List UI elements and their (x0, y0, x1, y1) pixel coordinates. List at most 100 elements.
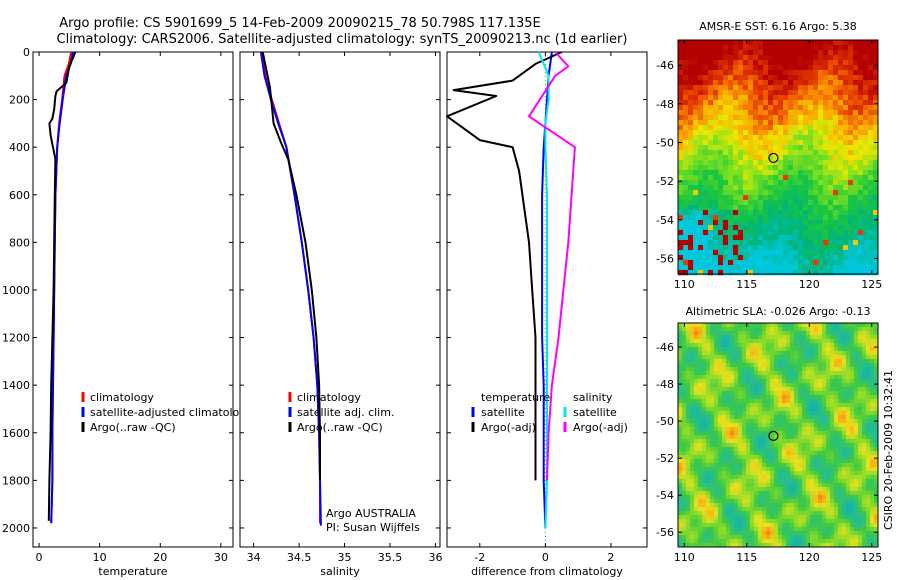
sst-cell (748, 130, 754, 136)
sst-cell (758, 40, 764, 46)
sla-cell (786, 431, 791, 436)
sla-cell (854, 463, 859, 468)
sla-cell (774, 359, 779, 364)
sla-cell (786, 379, 791, 384)
sst-cell (713, 270, 719, 276)
sst-cell (838, 145, 844, 151)
difference-series-line (528, 51, 576, 481)
sla-cell (870, 535, 875, 540)
sst-cell (768, 95, 774, 101)
sst-cell (678, 215, 684, 221)
sla-cell (750, 367, 755, 372)
sla-cell (710, 399, 715, 404)
sla-cell (846, 487, 851, 492)
sla-cell (802, 355, 807, 360)
sla-cell (682, 411, 687, 416)
sst-cell (678, 70, 684, 76)
sla-cell (698, 367, 703, 372)
sla-cell (866, 495, 871, 500)
sla-cell (798, 503, 803, 508)
sst-cell (693, 175, 699, 181)
sla-cell (826, 507, 831, 512)
sst-cell (773, 205, 779, 211)
sst-cell (863, 185, 869, 191)
sla-cell (742, 431, 747, 436)
sla-cell (826, 475, 831, 480)
sla-cell (802, 367, 807, 372)
sst-cell (798, 225, 804, 231)
sla-cell (830, 479, 835, 484)
sst-cell (728, 215, 734, 221)
sla-cell (826, 427, 831, 432)
sla-cell (802, 543, 807, 548)
sla-cell (774, 451, 779, 456)
sst-cell (808, 100, 814, 106)
sla-cell (786, 355, 791, 360)
sla-cell (834, 327, 839, 332)
sla-cell (702, 379, 707, 384)
sst-cell (748, 205, 754, 211)
sla-cell (874, 455, 879, 460)
sla-cell (846, 375, 851, 380)
sla-cell (698, 507, 703, 512)
sst-cell (813, 140, 819, 146)
sla-cell (790, 323, 795, 328)
sla-cell (714, 467, 719, 472)
sla-cell (722, 535, 727, 540)
sla-cell (842, 443, 847, 448)
sst-cell (818, 95, 824, 101)
sst-cell (823, 135, 829, 141)
sla-cell (782, 523, 787, 528)
sla-cell (726, 471, 731, 476)
sst-cell (698, 255, 704, 261)
sla-cell (678, 343, 683, 348)
sla-cell (870, 351, 875, 356)
sla-cell (734, 351, 739, 356)
sst-cell (858, 50, 864, 56)
sst-cell (753, 185, 759, 191)
sst-cell (838, 265, 844, 271)
sst-cell (728, 270, 734, 276)
sla-cell (826, 327, 831, 332)
sla-cell (722, 347, 727, 352)
sla-cell (850, 519, 855, 524)
sla-cell (778, 491, 783, 496)
sla-cell (718, 507, 723, 512)
sst-cell (708, 85, 714, 91)
sst-cell (693, 235, 699, 241)
sla-cell (814, 503, 819, 508)
sst-cell (748, 165, 754, 171)
sla-cell (846, 531, 851, 536)
sla-cell (702, 427, 707, 432)
sla-cell (778, 359, 783, 364)
sst-cell (843, 120, 849, 126)
sst-cell (783, 85, 789, 91)
sst-cell (698, 105, 704, 111)
sla-cell (746, 407, 751, 412)
sla-cell (678, 395, 683, 400)
sla-cell (870, 463, 875, 468)
sst-cell (768, 260, 774, 266)
sla-cell (822, 443, 827, 448)
sla-cell (730, 419, 735, 424)
sst-cell (683, 145, 689, 151)
sst-cell (758, 85, 764, 91)
sst-cell (728, 230, 734, 236)
sla-cell (706, 403, 711, 408)
sst-cell (678, 165, 684, 171)
sla-cell (694, 459, 699, 464)
sst-cell (838, 210, 844, 216)
sla-cell (706, 439, 711, 444)
sst-cell (688, 110, 694, 116)
sla-cell (798, 375, 803, 380)
map-y-tick-label: -52 (656, 175, 674, 188)
sla-cell (682, 471, 687, 476)
sla-cell (762, 495, 767, 500)
sst-cell (683, 205, 689, 211)
sst-cell (833, 215, 839, 221)
sst-cell (843, 140, 849, 146)
sla-cell (766, 459, 771, 464)
sla-cell (710, 515, 715, 520)
sla-cell (762, 535, 767, 540)
sla-cell (738, 423, 743, 428)
